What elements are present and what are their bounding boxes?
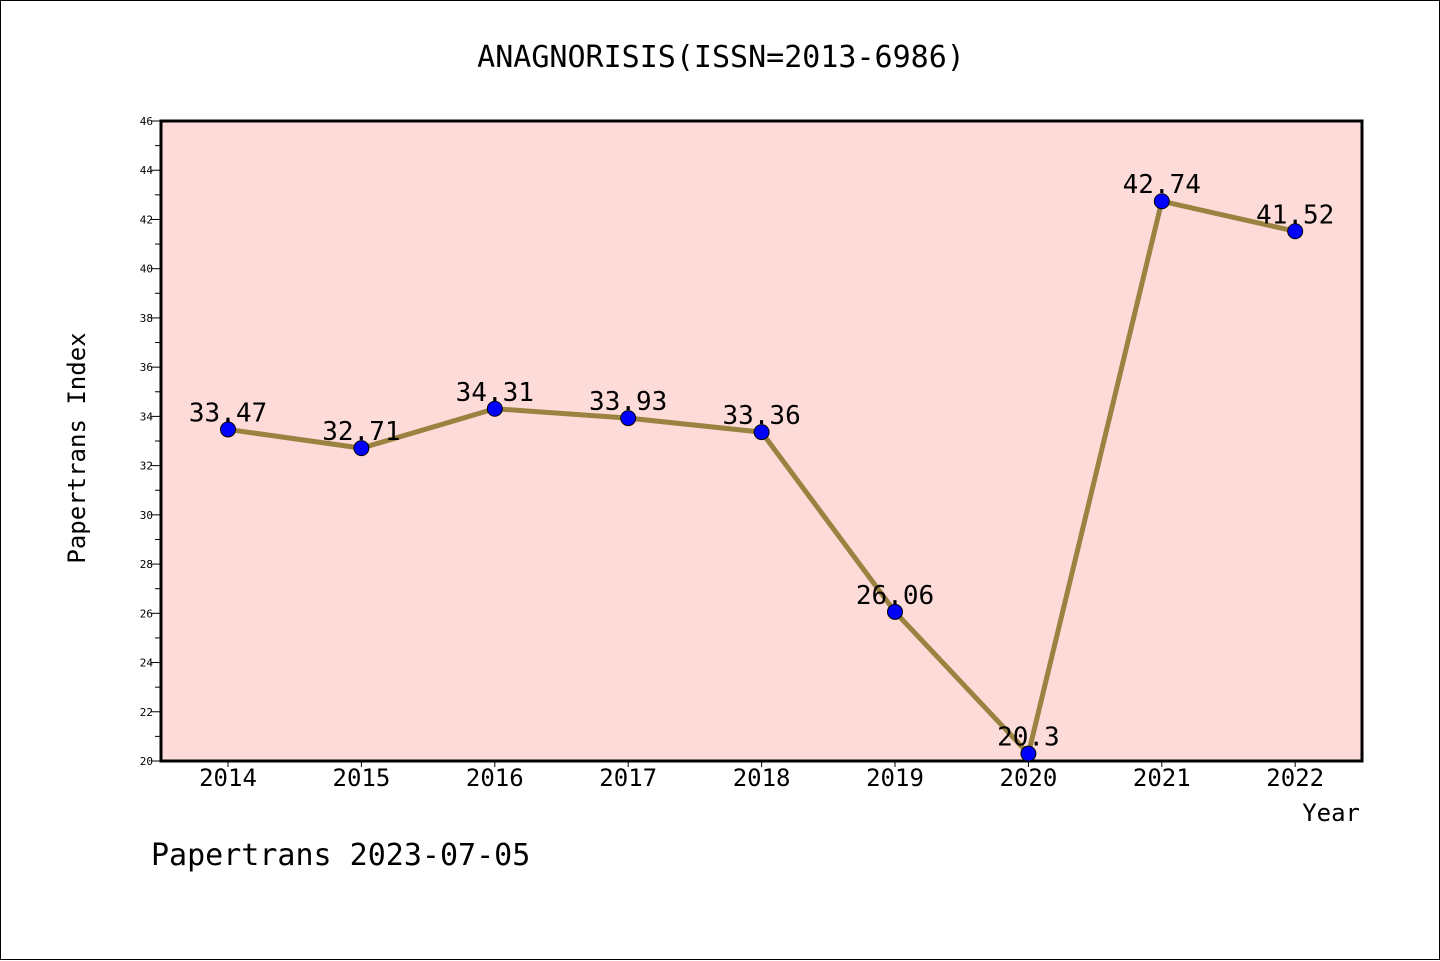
y-tick-label: 30 (140, 509, 153, 522)
data-label-2016: 34.31 (456, 378, 534, 408)
data-label-2015: 32.71 (322, 417, 400, 447)
x-tick-label: 2014 (199, 764, 257, 792)
chart-title: ANAGNORISIS(ISSN=2013-6986) (477, 40, 965, 75)
y-tick-label: 20 (140, 755, 153, 768)
y-tick-label: 32 (140, 460, 153, 473)
x-tick-label: 2022 (1266, 764, 1324, 792)
y-tick-label: 28 (140, 558, 153, 571)
y-tick-label: 40 (140, 263, 153, 276)
series-markers (220, 193, 1304, 762)
data-label-2017: 33.93 (589, 387, 667, 417)
data-label-2022: 41.52 (1256, 200, 1334, 230)
data-label-2021: 42.74 (1123, 170, 1201, 200)
data-point-2018 (753, 424, 770, 441)
y-axis: 20 22 24 26 28 30 32 34 36 38 40 42 44 46 (140, 115, 161, 768)
footer-date: Papertrans 2023-07-05 (151, 838, 530, 873)
x-tick-label: 2016 (466, 764, 524, 792)
y-tick-label: 24 (140, 657, 154, 670)
y-tick-label: 34 (140, 410, 154, 423)
data-point-2015 (353, 440, 370, 457)
data-point-2016 (486, 400, 503, 417)
y-tick-label: 22 (140, 706, 153, 719)
data-point-2022 (1287, 223, 1304, 240)
y-tick-label: 38 (140, 312, 153, 325)
y-tick-label: 26 (140, 607, 153, 620)
y-tick-label: 42 (140, 213, 153, 226)
x-tick-label: 2018 (733, 764, 791, 792)
data-point-2020 (1020, 745, 1037, 762)
data-label-2014: 33.47 (189, 398, 267, 428)
data-labels: 33.47 32.71 34.31 33.93 33.36 26.06 20.3 42.74 4… (189, 170, 1334, 752)
x-tick-label: 2020 (1000, 764, 1058, 792)
data-point-2019 (887, 603, 903, 620)
y-axis-label: Papertrans Index (63, 332, 91, 563)
x-tick-label: 2019 (866, 764, 924, 792)
y-tick-label: 36 (140, 361, 153, 374)
x-axis: 2014 2015 2016 2017 2018 2019 2020 2021 2022 (199, 761, 1324, 792)
x-tick-label: 2021 (1133, 764, 1191, 792)
data-point-2014 (220, 421, 236, 438)
data-point-2017 (620, 410, 637, 427)
data-point-2021 (1153, 193, 1170, 210)
x-tick-label: 2017 (599, 764, 657, 792)
data-label-2020: 20.3 (997, 723, 1060, 753)
x-axis-label: Year (1302, 799, 1360, 827)
x-tick-label: 2015 (333, 764, 391, 792)
data-label-2018: 33.36 (722, 401, 800, 431)
y-tick-label: 44 (140, 164, 154, 177)
y-tick-label: 46 (140, 115, 153, 128)
data-label-2019: 26.06 (856, 581, 934, 611)
